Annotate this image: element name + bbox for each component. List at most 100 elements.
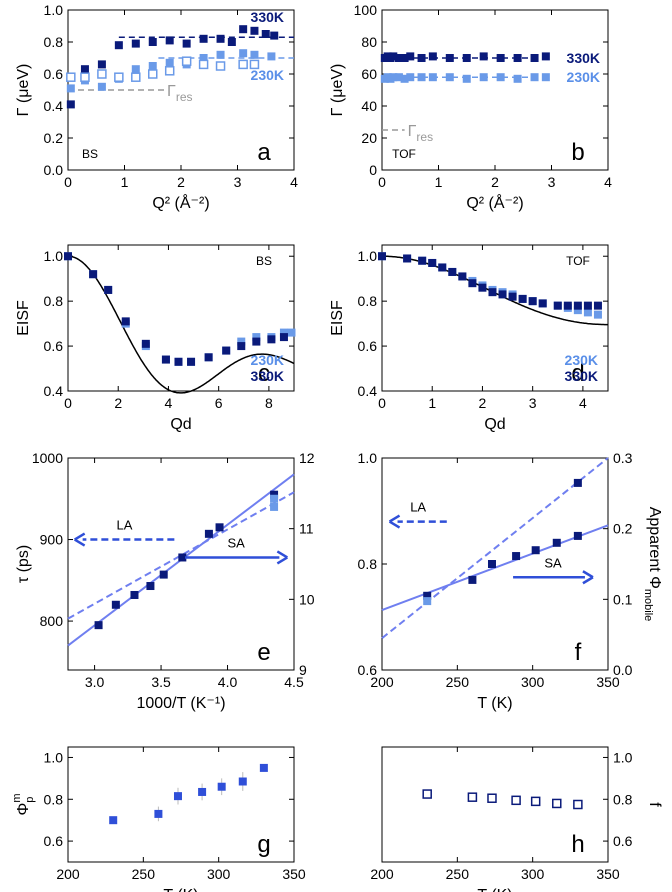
data-point [531,546,540,555]
data-point [583,301,592,310]
arrow-label: SA [544,555,562,570]
y-tick-label: 0.8 [44,34,64,50]
data-point [182,39,191,48]
legend-label: 330K [565,368,598,384]
x-tick-label: 3 [548,174,556,190]
y2-tick-label: 0.8 [613,791,633,807]
x-axis-label: Qd [484,416,505,433]
x-tick-label: 300 [521,866,545,882]
data-point [406,73,415,82]
data-point [513,74,522,83]
data-point [593,310,602,319]
x-tick-label: 0 [64,174,72,190]
data-point [511,795,521,806]
legend-label: 330K [251,9,284,25]
y-tick-label: 0.6 [44,833,64,849]
data-point [279,333,288,342]
y-tick-label: 60 [361,66,377,82]
data-point [237,337,246,346]
plot-frame [381,244,609,392]
y-axis-label: EISF [329,300,346,336]
x-tick-label: 250 [446,674,470,690]
plot-frame [67,457,295,671]
data-point [573,531,582,540]
x-axis-label: T (K) [477,887,512,892]
data-point [173,792,182,801]
y-tick-label: 0.8 [44,791,64,807]
x-tick-label: 200 [56,866,80,882]
y-tick-label: 80 [361,34,377,50]
data-point [541,52,550,61]
data-point [417,73,426,82]
y2-tick-label: 0.0 [613,662,633,678]
x-tick-label: 3 [234,174,242,190]
data-point [530,73,539,82]
data-point [270,502,279,511]
data-point [423,591,432,600]
x-tick-label: 0 [64,395,72,411]
data-point [445,73,454,82]
data-point [66,100,75,109]
y-tick-label: 800 [40,613,64,629]
data-point [541,73,550,82]
x-axis-label: 1000/T (K⁻¹) [136,695,225,712]
y-axis-label: τ (ps) [15,545,32,583]
x-tick-label: 2 [479,395,487,411]
data-point [496,73,505,82]
x-tick-label: 4 [604,174,612,190]
x-tick-label: 300 [521,674,545,690]
data-point [216,50,225,59]
x-tick-label: 200 [370,866,394,882]
fit-line-dashed [67,491,295,620]
data-point [154,809,163,818]
panel-g: 200 250 300 350 0.6 0.8 1.0 T (K) Φpm g [11,746,306,892]
data-point [217,782,226,791]
fit-line-dashed [381,457,609,639]
data-point [198,787,207,796]
data-point [80,65,89,74]
data-point [400,74,409,83]
data-point [64,252,72,261]
data-point [204,529,213,538]
data-point [279,328,288,337]
x-tick-label: 4.0 [218,674,238,690]
panel-letter: d [571,360,584,387]
arrow-label: SA [227,535,245,550]
y2-tick-label: 0.1 [613,591,633,607]
y-axis-label: Φpm [11,793,36,815]
data-point [487,560,496,568]
y-tick-label: 1.0 [44,2,64,18]
y-tick-label: 0.6 [44,66,64,82]
data-point [131,72,141,82]
x-tick-label: 4 [579,395,587,411]
data-point [159,570,168,579]
y-tick-label: 0.8 [358,556,378,572]
data-point [97,60,106,69]
data-point [215,523,224,532]
data-point [187,357,196,366]
plot-frame [67,746,295,863]
data-point [174,357,183,366]
x-axis-label: Q² (Å⁻²) [466,193,523,212]
x-tick-label: 0 [378,395,386,411]
data-point [97,69,107,79]
data-point [261,30,270,38]
data-point [513,54,522,62]
data-point [222,346,231,355]
data-point [165,58,174,67]
y-tick-label: 0.2 [44,130,64,146]
data-point [406,52,415,61]
data-point [462,54,471,62]
data-point [389,52,398,61]
legend-label: 230K [567,69,600,85]
instrument-tag: TOF [392,147,416,161]
data-point [496,54,505,62]
y-tick-label: 1.0 [44,248,64,264]
data-point [468,279,477,288]
data-point [238,777,247,786]
y2-tick-label: 12 [299,450,315,466]
x-tick-label: 6 [215,395,223,411]
